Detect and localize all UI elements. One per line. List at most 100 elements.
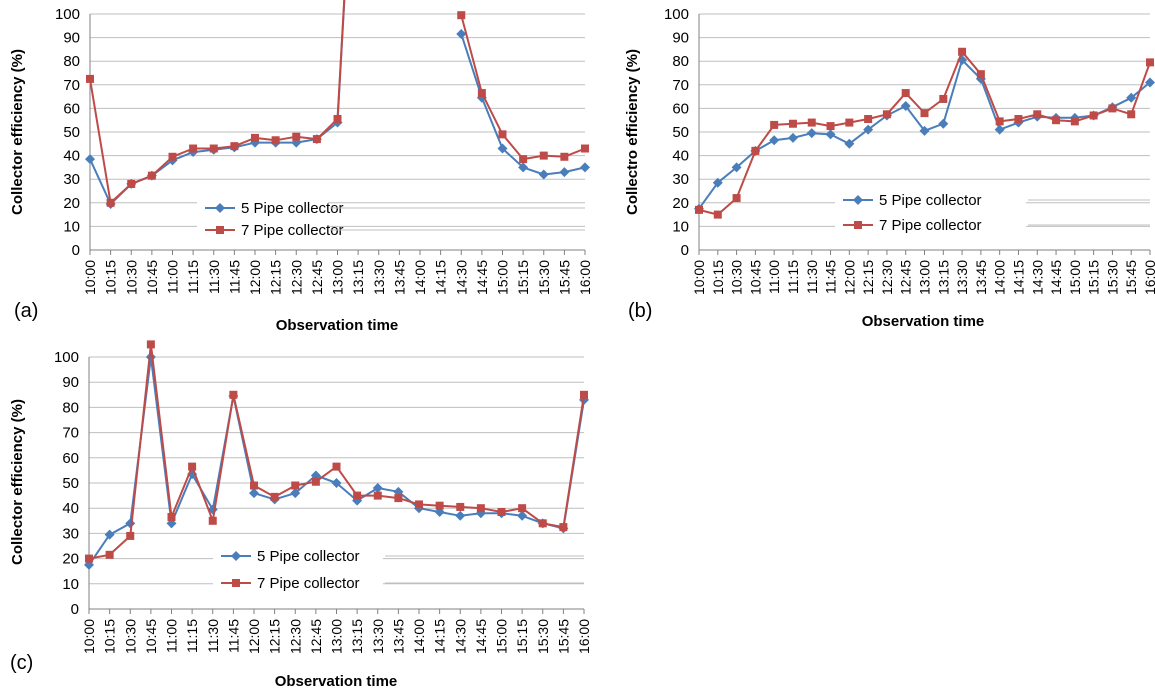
y-tick-label: 50 bbox=[62, 475, 79, 492]
diamond-marker bbox=[104, 529, 115, 540]
square-marker bbox=[209, 144, 218, 153]
square-marker bbox=[333, 115, 342, 124]
y-axis-title: Collector efficiency (%) bbox=[9, 49, 26, 215]
x-tick-label: 12:00 bbox=[247, 260, 263, 295]
x-tick-label: 15:15 bbox=[1086, 260, 1102, 295]
x-tick-label: 10:30 bbox=[122, 619, 138, 654]
x-tick-label: 15:30 bbox=[536, 260, 552, 295]
square-marker bbox=[216, 226, 224, 234]
square-marker bbox=[1146, 58, 1154, 67]
x-tick-label: 15:45 bbox=[556, 260, 572, 295]
square-marker bbox=[695, 205, 703, 214]
panel-label: (b) bbox=[628, 300, 652, 322]
diamond-marker bbox=[863, 124, 874, 135]
x-axis-title: Observation time bbox=[275, 673, 398, 690]
series-5-pipe bbox=[84, 352, 589, 570]
x-tick-label: 12:15 bbox=[860, 260, 876, 295]
y-axis-title: Collector efficiency (%) bbox=[9, 399, 26, 565]
x-tick-label: 14:15 bbox=[433, 260, 449, 295]
square-marker bbox=[270, 492, 279, 501]
x-tick-label: 14:30 bbox=[452, 619, 468, 654]
x-tick-label: 14:00 bbox=[412, 260, 428, 295]
x-tick-label: 10:30 bbox=[729, 260, 745, 295]
x-tick-label: 12:45 bbox=[309, 260, 325, 295]
x-tick-label: 15:30 bbox=[1104, 260, 1120, 295]
y-tick-label: 10 bbox=[63, 218, 80, 235]
square-marker bbox=[188, 462, 197, 471]
square-marker bbox=[106, 198, 115, 207]
x-tick-label: 11:15 bbox=[185, 260, 201, 294]
diamond-marker bbox=[215, 203, 225, 213]
y-tick-label: 50 bbox=[63, 124, 80, 141]
x-tick-label: 12:45 bbox=[308, 619, 324, 654]
square-marker bbox=[230, 142, 239, 151]
x-tick-label: 10:45 bbox=[144, 260, 160, 295]
legend-label: 7 Pipe collector bbox=[879, 217, 982, 234]
diamond-marker bbox=[372, 483, 383, 494]
chart-3: 0 10 20 30 40 50 60 70 80 90 100 10:00 10:15 10:30 10:… bbox=[9, 340, 592, 690]
square-marker bbox=[826, 122, 835, 131]
diamond-marker bbox=[769, 135, 780, 146]
square-marker bbox=[232, 579, 240, 587]
diamond-marker bbox=[580, 162, 590, 173]
x-tick-label: 14:45 bbox=[474, 260, 490, 295]
diamond-marker bbox=[712, 177, 723, 188]
square-marker bbox=[332, 462, 341, 471]
y-tick-label: 30 bbox=[63, 171, 80, 188]
y-tick-label: 90 bbox=[672, 30, 689, 47]
y-tick-label: 80 bbox=[62, 399, 79, 416]
x-tick-label: 10:45 bbox=[143, 619, 159, 654]
y-tick-label: 0 bbox=[72, 242, 80, 259]
square-marker bbox=[353, 491, 362, 500]
x-tick-label: 10:30 bbox=[123, 260, 139, 295]
x-tick-label: 14:00 bbox=[411, 619, 427, 654]
square-marker bbox=[901, 89, 910, 98]
square-marker bbox=[581, 144, 589, 153]
x-tick-label: 12:00 bbox=[841, 260, 857, 295]
panel-label: (c) bbox=[10, 652, 33, 674]
square-marker bbox=[250, 481, 258, 490]
legend-label: 5 Pipe collector bbox=[257, 548, 360, 565]
square-marker bbox=[788, 119, 797, 128]
square-marker bbox=[146, 340, 155, 349]
x-tick-label: 14:00 bbox=[992, 260, 1008, 295]
square-marker bbox=[85, 554, 93, 563]
x-tick-label: 13:00 bbox=[330, 260, 346, 295]
square-marker bbox=[560, 152, 569, 161]
diamond-marker bbox=[518, 162, 529, 173]
square-marker bbox=[976, 70, 985, 79]
legend: 5 Pipe collector 7 Pipe collector bbox=[213, 544, 584, 604]
diamond-marker bbox=[497, 143, 508, 154]
square-marker bbox=[105, 550, 114, 559]
y-tick-label: 80 bbox=[63, 53, 80, 70]
x-tick-label: 15:00 bbox=[495, 260, 511, 295]
x-tick-label: 11:00 bbox=[165, 260, 181, 294]
x-tick-label: 15:45 bbox=[1123, 260, 1139, 295]
x-tick-label: 15:15 bbox=[514, 619, 530, 654]
square-marker bbox=[519, 155, 528, 164]
square-marker bbox=[732, 194, 741, 203]
y-tick-label: 70 bbox=[672, 77, 689, 94]
y-tick-label: 10 bbox=[62, 576, 79, 593]
square-marker bbox=[807, 118, 816, 127]
y-tick-label: 90 bbox=[62, 374, 79, 391]
diamond-marker bbox=[1145, 77, 1155, 88]
x-tick-label: 13:15 bbox=[349, 619, 365, 654]
diamond-marker bbox=[125, 518, 136, 529]
square-marker bbox=[854, 221, 862, 229]
y-tick-label: 40 bbox=[672, 148, 689, 165]
x-tick-label: 12:45 bbox=[898, 260, 914, 295]
diamond-marker bbox=[455, 510, 466, 521]
square-marker bbox=[311, 477, 320, 486]
x-tick-label: 10:15 bbox=[102, 619, 118, 654]
chart-2: 0 10 20 30 40 50 60 70 80 90 100 10:00 10:15 10:30 10:… bbox=[624, 6, 1155, 330]
x-tick-label: 11:45 bbox=[226, 260, 242, 294]
series-line bbox=[89, 0, 586, 204]
x-tick-label: 13:45 bbox=[391, 260, 407, 295]
x-tick-label: 16:00 bbox=[576, 619, 592, 654]
x-tick-label: 11:30 bbox=[206, 260, 222, 294]
square-marker bbox=[229, 390, 238, 399]
y-tick-label: 30 bbox=[672, 171, 689, 188]
x-tick-label: 13:30 bbox=[954, 260, 970, 295]
square-marker bbox=[415, 500, 423, 509]
